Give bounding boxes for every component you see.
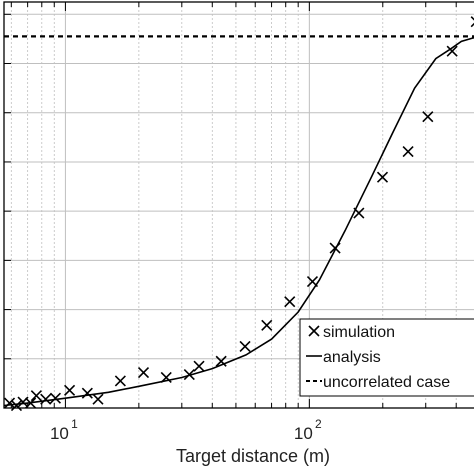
legend-label-simulation: simulation: [323, 324, 395, 341]
legend-item-uncorrelated: uncorrelated case: [306, 374, 450, 391]
marker-stroke: [353, 207, 365, 219]
series-layer: [3, 16, 474, 412]
legend-box: [299, 318, 474, 397]
simulation-marker: [376, 171, 389, 183]
marker-stroke: [3, 397, 16, 409]
marker-stroke: [284, 296, 296, 308]
legend-label-uncorrelated: uncorrelated case: [323, 374, 450, 391]
marker-stroke: [239, 340, 251, 353]
marker-stroke: [49, 392, 61, 404]
simulation-marker: [40, 393, 52, 405]
marker-stroke: [64, 384, 76, 396]
simulation-marker: [49, 392, 61, 404]
x-tick-label-base: 10: [294, 424, 313, 443]
grid-lines: [4, 2, 474, 408]
marker-stroke: [470, 16, 474, 21]
simulation-marker: [92, 393, 104, 405]
simulation-marker: [470, 16, 474, 28]
simulation-marker: [137, 367, 150, 379]
x-tick-label-exponent: 2: [315, 417, 322, 431]
marker-stroke: [446, 45, 458, 57]
simulation-marker: [402, 146, 414, 158]
marker-stroke: [215, 355, 227, 367]
marker-stroke: [30, 390, 42, 402]
marker-stroke: [470, 22, 474, 28]
x-tick-label-base: 10: [50, 424, 69, 443]
x-tick-label-exponent: 1: [71, 417, 78, 431]
simulation-marker: [446, 45, 458, 57]
simulation-marker: [114, 375, 126, 387]
simulation-marker: [30, 390, 42, 402]
marker-stroke: [40, 393, 52, 405]
simulation-marker: [10, 399, 23, 412]
marker-stroke: [92, 393, 104, 405]
marker-stroke: [376, 171, 389, 183]
simulation-marker: [81, 387, 93, 399]
legend-marker-x: [308, 325, 320, 337]
legend-label-analysis: analysis: [323, 349, 381, 366]
simulation-marker: [193, 360, 205, 372]
legend: simulation analysis uncorrelated case: [299, 318, 474, 397]
simulation-marker: [422, 111, 434, 123]
simulation-marker: [284, 296, 296, 308]
marker-stroke: [402, 146, 414, 158]
legend-item-simulation: simulation: [308, 324, 395, 341]
marker-stroke: [81, 387, 93, 399]
marker-stroke: [137, 367, 150, 379]
analysis-line: [3, 36, 474, 407]
marker-stroke: [422, 111, 434, 123]
simulation-marker: [3, 397, 16, 409]
marker-stroke: [261, 319, 273, 331]
simulation-marker: [64, 384, 76, 396]
x-axis-label: Target distance (m): [176, 446, 330, 466]
x-tick-labels: 10 1 10 2: [50, 417, 322, 443]
marker-stroke: [193, 360, 205, 372]
legend-item-analysis: analysis: [306, 349, 381, 366]
plot-frame: [3, 1, 474, 409]
simulation-marker: [215, 355, 227, 367]
simulation-marker: [261, 319, 273, 331]
marker-stroke: [10, 399, 23, 412]
marker-stroke: [114, 375, 126, 387]
marker-stroke: [306, 275, 319, 288]
simulation-marker: [239, 340, 251, 353]
